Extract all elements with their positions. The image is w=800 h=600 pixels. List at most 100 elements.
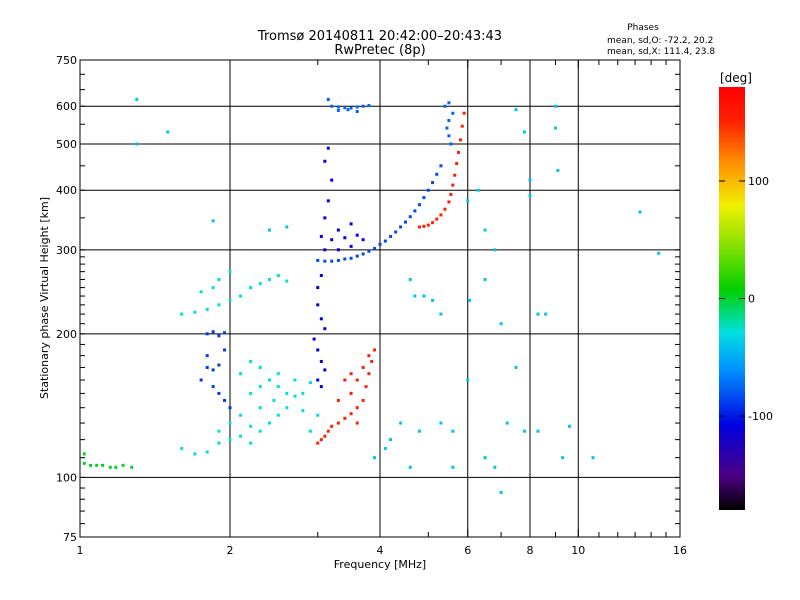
data-point	[316, 378, 320, 382]
data-point	[276, 385, 280, 389]
data-point	[285, 406, 289, 410]
data-point	[166, 130, 170, 134]
data-point	[505, 421, 509, 425]
data-point	[330, 259, 334, 263]
data-point	[451, 465, 455, 469]
data-point	[451, 111, 455, 115]
data-point	[323, 216, 327, 220]
data-point	[349, 372, 353, 376]
stats-line-o: mean, sd,O: -72.2, 20.2	[607, 36, 713, 46]
data-point	[343, 106, 347, 110]
data-point	[553, 104, 557, 108]
data-point	[199, 378, 203, 382]
data-point	[336, 105, 340, 109]
y-tick-label: 750	[56, 54, 77, 67]
data-point	[447, 200, 451, 204]
data-point	[316, 413, 320, 417]
data-point	[217, 303, 221, 307]
data-point	[316, 441, 320, 445]
data-point	[258, 365, 262, 369]
y-tick-label: 75	[63, 531, 77, 544]
data-point	[514, 108, 518, 112]
data-point	[453, 173, 457, 177]
data-point	[316, 286, 320, 290]
data-point	[431, 298, 435, 302]
data-point	[367, 104, 371, 108]
data-point	[413, 209, 417, 213]
data-point	[493, 248, 497, 252]
data-point	[361, 104, 365, 108]
data-point	[638, 210, 642, 214]
y-tick-label: 500	[56, 138, 77, 151]
data-point	[457, 150, 461, 154]
data-point	[293, 378, 297, 382]
x-tick-label: 1	[77, 544, 84, 557]
data-point	[308, 381, 312, 385]
data-point	[346, 108, 350, 112]
data-point	[205, 307, 209, 311]
data-point	[408, 215, 412, 219]
data-point	[449, 142, 453, 146]
data-point	[211, 286, 215, 290]
data-point	[323, 248, 327, 252]
data-point	[336, 421, 340, 425]
data-point	[249, 441, 253, 445]
data-point	[301, 409, 305, 413]
data-point	[426, 188, 430, 192]
data-point	[276, 413, 280, 417]
data-point	[445, 126, 449, 130]
data-point	[435, 217, 439, 221]
data-point	[355, 406, 359, 410]
data-point	[258, 281, 262, 285]
data-point	[316, 348, 320, 352]
data-point	[336, 248, 340, 252]
data-point	[211, 330, 215, 334]
data-point	[108, 465, 112, 469]
data-point	[223, 331, 227, 335]
axis-ticks	[80, 60, 680, 537]
data-point	[364, 385, 368, 389]
data-point	[205, 450, 209, 454]
data-point	[367, 372, 371, 376]
data-point	[422, 196, 426, 200]
data-point	[336, 258, 340, 262]
data-point	[276, 274, 280, 278]
data-point	[349, 106, 353, 110]
data-point	[336, 398, 340, 402]
data-point	[272, 398, 276, 402]
data-point	[413, 294, 417, 298]
chart-subtitle: RwPretec (8p)	[334, 43, 425, 58]
chart-title: Tromsø 20140811 20:42:00–20:43:43	[257, 29, 502, 44]
x-tick-label: 10	[571, 544, 585, 557]
data-point	[239, 434, 243, 438]
data-point	[249, 424, 253, 428]
data-point	[567, 424, 571, 428]
data-point	[447, 119, 451, 123]
data-point	[249, 391, 253, 395]
data-point	[561, 456, 565, 460]
x-tick-label: 16	[673, 544, 687, 557]
data-point	[267, 277, 271, 281]
data-point	[319, 274, 323, 278]
colorbar: [deg] 100 0 -100	[719, 71, 773, 510]
data-point	[355, 105, 359, 109]
grid	[80, 60, 680, 537]
data-point	[249, 359, 253, 363]
data-point	[378, 242, 382, 246]
data-point	[130, 465, 134, 469]
data-point	[355, 378, 359, 382]
data-point	[528, 178, 532, 182]
data-point	[373, 246, 377, 250]
data-point	[355, 233, 359, 237]
data-point	[422, 224, 426, 228]
phase-stats: Phases mean, sd,O: -72.2, 20.2 mean, sd,…	[607, 23, 715, 57]
data-point	[319, 385, 323, 389]
data-point	[553, 126, 557, 130]
data-point	[422, 294, 426, 298]
data-point	[514, 365, 518, 369]
data-point	[383, 239, 387, 243]
data-point	[355, 254, 359, 258]
data-point	[408, 277, 412, 281]
data-point	[523, 429, 527, 433]
data-point	[447, 134, 451, 138]
